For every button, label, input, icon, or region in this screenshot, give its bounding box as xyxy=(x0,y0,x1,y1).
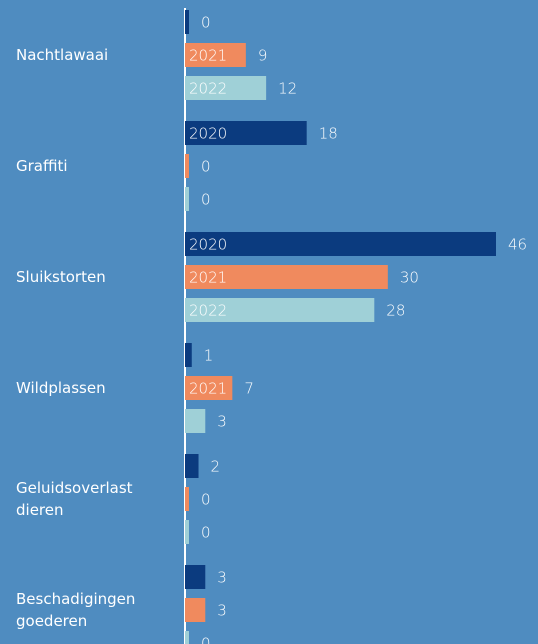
bar xyxy=(185,565,206,589)
value-label: 46 xyxy=(508,236,527,254)
bar xyxy=(185,409,206,433)
value-label: 0 xyxy=(201,14,211,32)
bar xyxy=(185,598,206,622)
bar xyxy=(185,154,189,178)
series-label: 2022 xyxy=(189,80,227,98)
value-label: 0 xyxy=(201,191,211,209)
bar xyxy=(185,343,192,367)
value-label: 28 xyxy=(386,302,405,320)
value-label: 1 xyxy=(204,347,214,365)
series-label: 2020 xyxy=(189,236,227,254)
value-label: 12 xyxy=(278,80,297,98)
value-label: 7 xyxy=(244,380,254,398)
series-label: 2020 xyxy=(189,125,227,143)
bar xyxy=(185,298,375,322)
bar xyxy=(185,520,189,544)
bar xyxy=(185,454,199,478)
value-label: 3 xyxy=(217,569,227,587)
value-label: 2 xyxy=(211,458,221,476)
bar xyxy=(185,43,246,67)
bar xyxy=(185,187,189,211)
value-label: 0 xyxy=(201,158,211,176)
value-label: 18 xyxy=(319,125,338,143)
series-label: 2021 xyxy=(189,269,227,287)
category-label: Beschadigingen goederen xyxy=(16,590,136,630)
value-label: 30 xyxy=(400,269,419,287)
value-label: 3 xyxy=(217,413,227,431)
category-label: Wildplassen xyxy=(16,379,106,397)
category-label: Nachtlawaai xyxy=(16,46,109,64)
series-label: 2021 xyxy=(189,380,227,398)
value-label: 0 xyxy=(201,635,211,644)
bar xyxy=(185,265,388,289)
bar xyxy=(185,76,267,100)
bar xyxy=(185,232,496,256)
bar xyxy=(185,121,307,145)
value-label: 0 xyxy=(201,491,211,509)
category-label: Geluidsoverlast dieren xyxy=(16,479,133,519)
series-label: 2022 xyxy=(189,302,227,320)
bar xyxy=(185,10,189,34)
bar xyxy=(185,487,189,511)
category-label: Graffiti xyxy=(16,157,68,175)
bar xyxy=(185,376,233,400)
bar xyxy=(185,631,189,644)
value-label: 0 xyxy=(201,524,211,542)
category-label: Sluikstorten xyxy=(16,268,106,286)
value-label: 3 xyxy=(217,602,227,620)
value-label: 9 xyxy=(258,47,268,65)
series-label: 2021 xyxy=(189,47,227,65)
